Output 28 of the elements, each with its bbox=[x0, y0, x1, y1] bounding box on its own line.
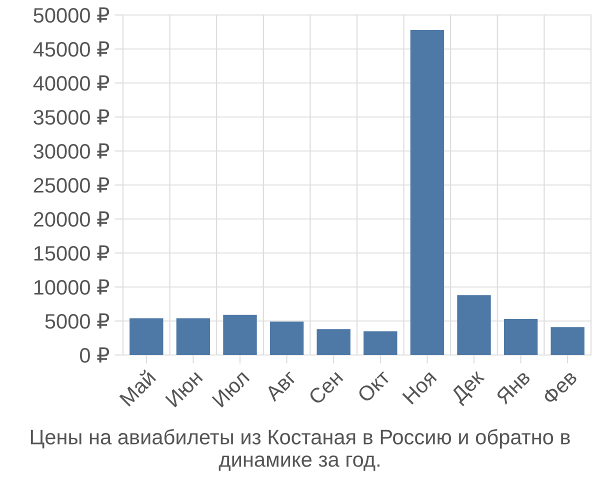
x-tick-label: Фев bbox=[542, 369, 578, 406]
bar bbox=[457, 295, 491, 355]
bar bbox=[176, 318, 210, 355]
y-tick-label: 10000 ₽ bbox=[34, 279, 110, 295]
x-tick-label: Ноя bbox=[402, 370, 437, 405]
bar bbox=[316, 329, 350, 355]
y-tick-label: 15000 ₽ bbox=[34, 245, 110, 261]
y-tick-label: 35000 ₽ bbox=[34, 109, 110, 125]
bar bbox=[364, 331, 398, 355]
y-tick-label: 0 ₽ bbox=[80, 347, 110, 363]
bar bbox=[504, 318, 538, 355]
y-tick-label: 30000 ₽ bbox=[34, 143, 110, 159]
x-tick-label: Окт bbox=[356, 368, 391, 404]
y-tick-label: 45000 ₽ bbox=[33, 41, 110, 57]
bar bbox=[270, 322, 304, 355]
bar bbox=[410, 30, 444, 355]
x-tick-label: Янв bbox=[495, 369, 531, 405]
x-tick-label: Авг bbox=[264, 369, 298, 402]
y-tick-label: 50000 ₽ bbox=[34, 7, 110, 23]
y-tick-label: 25000 ₽ bbox=[34, 177, 110, 193]
bar bbox=[130, 318, 164, 355]
x-tick-label: Сен bbox=[308, 370, 344, 406]
bar bbox=[223, 314, 257, 355]
text: Цены на авиабилеты из Костаная в Россию и обратно в динамике за год. bbox=[30, 428, 570, 471]
bar bbox=[550, 327, 584, 355]
y-tick-label: 5000 ₽ bbox=[45, 313, 110, 329]
y-tick-label: 40000 ₽ bbox=[33, 75, 110, 91]
y-tick-label: 20000 ₽ bbox=[34, 211, 110, 227]
